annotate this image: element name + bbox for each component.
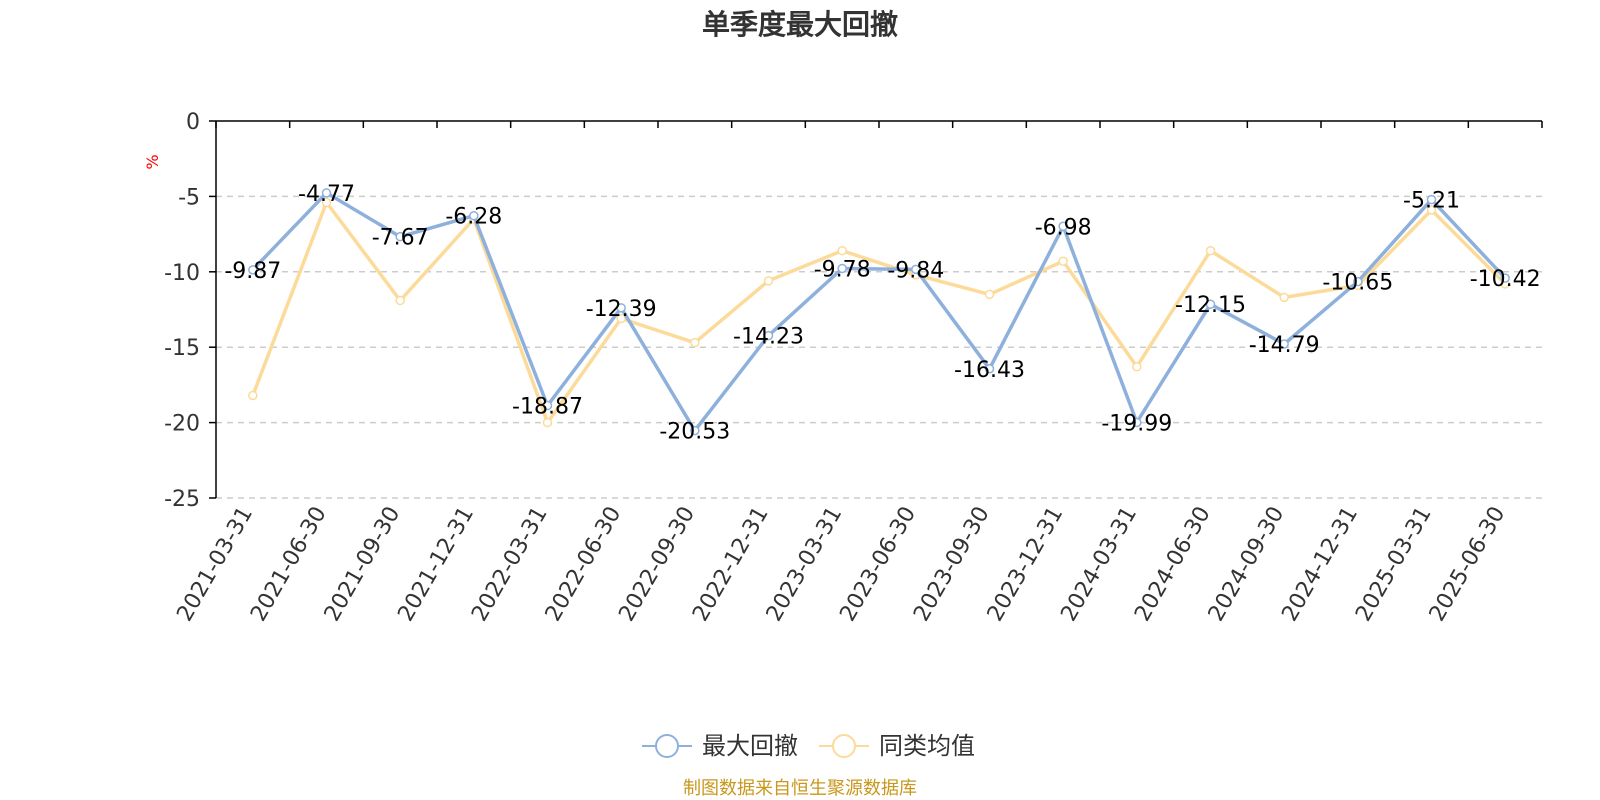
data-label: -14.23	[733, 325, 804, 350]
data-label: -16.43	[954, 358, 1025, 383]
point-peer-average	[1279, 292, 1289, 303]
data-label: -5.21	[1403, 189, 1460, 214]
data-label: -10.65	[1322, 271, 1393, 296]
data-label: -12.39	[586, 297, 657, 322]
source-note: 制图数据来自恒生聚源数据库	[683, 778, 917, 799]
data-label: -20.53	[659, 420, 730, 445]
legend-marker	[655, 734, 679, 758]
point-peer-average	[321, 197, 332, 208]
data-label: -10.42	[1470, 267, 1541, 292]
axes: 0-5-10-15-20-252021-03-312021-06-302021-…	[164, 110, 1543, 626]
y-tick-label: -25	[164, 487, 200, 512]
point-peer-average	[1132, 362, 1142, 372]
data-label: -9.87	[224, 259, 281, 284]
point-max-drawdown	[1132, 417, 1142, 428]
x-tick-label: 2024-09-30	[1204, 503, 1290, 626]
point-peer-average	[1205, 245, 1216, 256]
x-tick-label: 2023-12-31	[983, 503, 1069, 626]
point-max-drawdown	[911, 264, 921, 275]
point-max-drawdown	[542, 400, 553, 411]
point-max-drawdown	[1353, 276, 1363, 287]
point-max-drawdown	[690, 425, 700, 436]
point-max-drawdown	[1205, 299, 1216, 309]
point-max-drawdown	[984, 364, 995, 374]
y-axis-label: %	[143, 154, 162, 169]
x-tick-label: 2022-06-30	[541, 503, 627, 626]
legend-item-peer-average[interactable]: 同类均值	[819, 732, 975, 760]
data-label: -14.79	[1249, 333, 1320, 358]
point-max-drawdown	[248, 265, 258, 275]
point-max-drawdown	[616, 303, 626, 313]
data-label: -7.67	[372, 226, 429, 251]
x-tick-label: 2021-03-31	[172, 503, 258, 626]
data-label: -12.15	[1175, 293, 1246, 318]
x-tick-label: 2022-03-31	[467, 503, 553, 626]
point-peer-average	[542, 417, 553, 428]
chart-title: 单季度最大回撤	[702, 8, 898, 41]
point-max-drawdown	[837, 263, 847, 274]
x-tick-label: 2023-06-30	[835, 502, 921, 625]
legend-item-max-drawdown[interactable]: 最大回撤	[642, 732, 798, 760]
point-max-drawdown	[763, 330, 774, 341]
y-tick-label: -5	[178, 185, 200, 210]
point-peer-average	[690, 337, 700, 348]
data-label: -6.28	[445, 205, 502, 230]
data-label: -4.77	[298, 182, 355, 207]
x-tick-label: 2025-06-30	[1425, 503, 1511, 626]
data-labels: -9.87 -4.77 -7.67 -6.28 -18.87 -12.39 -20.53 -1…	[224, 182, 1540, 445]
data-label: -9.78	[814, 257, 871, 282]
point-max-drawdown	[469, 210, 479, 221]
series-line-max-drawdown	[251, 191, 1507, 433]
point-peer-average	[763, 276, 774, 286]
data-label: -9.84	[887, 258, 944, 283]
point-max-drawdown	[395, 231, 405, 242]
legend[interactable]: 最大回撤 同类均值	[642, 732, 975, 760]
data-label: -19.99	[1101, 411, 1172, 436]
x-tick-label: 2025-03-31	[1351, 503, 1437, 626]
y-tick-label: -15	[164, 336, 200, 361]
y-tick-label: -10	[164, 261, 200, 286]
x-tick-label: 2021-12-31	[393, 503, 479, 626]
x-tick-label: 2023-03-31	[762, 503, 848, 626]
x-tick-label: 2024-06-30	[1130, 503, 1216, 626]
y-tick-label: -20	[164, 412, 200, 437]
point-peer-average	[248, 390, 258, 401]
x-tick-label: 2023-09-30	[909, 503, 995, 626]
x-tick-label: 2024-12-31	[1277, 503, 1363, 626]
x-tick-label: 2021-09-30	[320, 502, 406, 625]
data-label: -18.87	[512, 395, 583, 420]
data-label: -6.98	[1035, 215, 1092, 240]
point-peer-average	[616, 313, 626, 324]
x-tick-label: 2022-09-30	[614, 503, 700, 626]
point-max-drawdown	[1279, 339, 1289, 349]
point-peer-average	[1426, 205, 1437, 215]
series-line-peer-average	[251, 200, 1507, 425]
x-tick-label: 2022-12-31	[688, 503, 774, 626]
point-max-drawdown	[1500, 273, 1510, 283]
grid-lines	[216, 195, 1542, 499]
x-tick-label: 2024-03-31	[1056, 503, 1142, 626]
series-lines	[248, 188, 1510, 436]
x-tick-label: 2021-06-30	[246, 503, 332, 626]
point-peer-average	[984, 289, 995, 300]
point-max-drawdown	[321, 188, 332, 198]
y-tick-label: 0	[186, 110, 200, 135]
legend-label: 最大回撤	[702, 732, 798, 760]
point-max-drawdown	[1058, 221, 1068, 232]
point-peer-average	[837, 245, 847, 256]
point-peer-average	[1058, 256, 1068, 266]
legend-marker	[832, 734, 856, 758]
legend-label: 同类均值	[879, 732, 975, 760]
point-peer-average	[395, 295, 405, 306]
point-max-drawdown	[1426, 194, 1437, 205]
